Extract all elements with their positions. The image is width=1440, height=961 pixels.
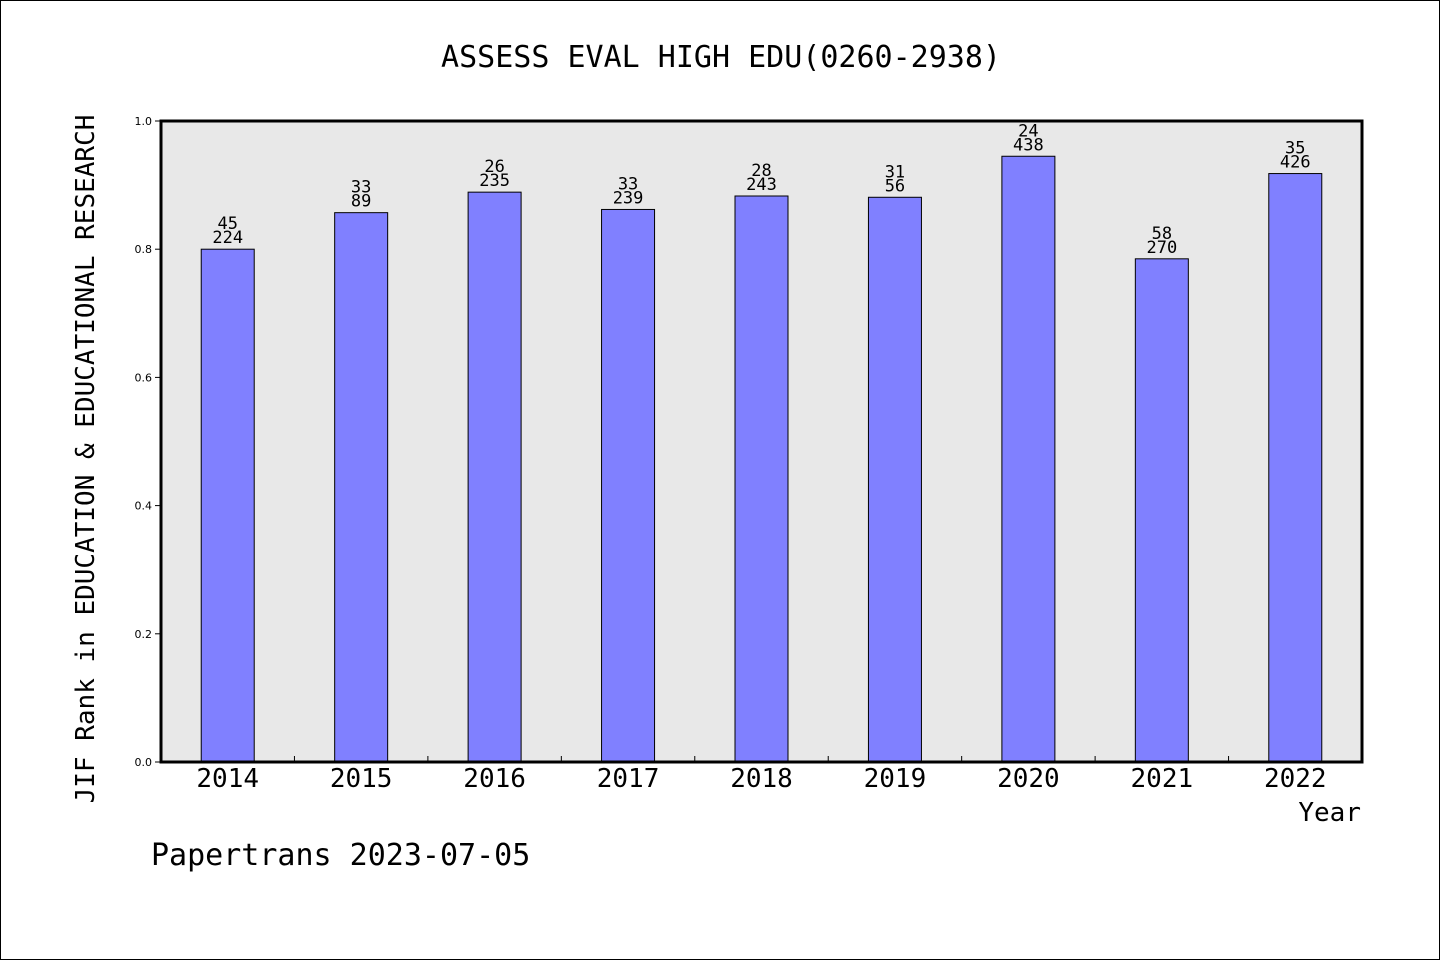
bar-2017 <box>601 208 656 763</box>
bar-2022 <box>1268 173 1323 763</box>
bar-label-bottom: 235 <box>479 171 510 191</box>
x-axis: 2014 2015 2016 2017 2018 2019 2020 2021 2022 <box>196 756 1327 794</box>
x-tick-label: 2016 <box>463 764 526 794</box>
bar-2020 <box>1001 155 1056 763</box>
bar-label-top: 45 <box>217 214 237 234</box>
y-tick-label: 0.8 <box>135 243 153 256</box>
bar-label-top: 35 <box>1285 139 1305 159</box>
bar-2015 <box>334 212 389 763</box>
x-tick-label: 2019 <box>864 764 927 794</box>
y-axis: 0.0 0.2 0.4 0.6 0.8 1.0 <box>135 115 161 769</box>
bar-label-bottom: 56 <box>885 176 905 196</box>
bar-label-bottom: 89 <box>351 192 371 212</box>
bar-label-top: 26 <box>484 157 504 177</box>
plot-border <box>159 119 1364 764</box>
bar-label-bottom: 426 <box>1280 153 1311 173</box>
chart-title: ASSESS EVAL HIGH EDU(0260-2938) <box>441 40 1001 75</box>
footer-credit: Papertrans 2023-07-05 <box>151 838 530 873</box>
bar-2019 <box>867 196 922 763</box>
bar-2014 <box>200 248 255 763</box>
bar-label-top: 31 <box>885 162 905 182</box>
x-axis-label: Year <box>1298 798 1361 828</box>
bar-2018 <box>734 195 789 763</box>
x-tick-label: 2017 <box>597 764 660 794</box>
bar-label-top: 33 <box>618 174 638 194</box>
bar-label-top: 28 <box>751 161 771 181</box>
bar-label-bottom: 438 <box>1013 135 1044 155</box>
y-axis-label: JIF Rank in EDUCATION & EDUCATIONAL RESE… <box>71 115 101 804</box>
bar-label-bottom: 270 <box>1146 238 1177 258</box>
bar-label-bottom: 239 <box>613 188 644 208</box>
bar-2016 <box>467 191 522 763</box>
bar-label-top: 33 <box>351 178 371 198</box>
y-tick-label: 0.6 <box>135 371 153 384</box>
bar-label-bottom: 224 <box>212 228 243 248</box>
x-tick-label: 2022 <box>1264 764 1327 794</box>
y-tick-label: 0.4 <box>135 500 153 513</box>
y-tick-label: 1.0 <box>135 115 153 128</box>
x-tick-label: 2014 <box>196 764 259 794</box>
bar-label-bottom: 243 <box>746 175 777 195</box>
y-tick-label: 0.2 <box>135 628 153 641</box>
bar-label-top: 24 <box>1018 121 1038 141</box>
x-tick-label: 2018 <box>730 764 793 794</box>
x-tick-label: 2020 <box>997 764 1060 794</box>
y-tick-label: 0.0 <box>135 756 153 769</box>
bar-2021 <box>1134 258 1189 763</box>
bar-label-top: 58 <box>1152 224 1172 244</box>
x-tick-label: 2021 <box>1131 764 1194 794</box>
x-tick-label: 2015 <box>330 764 393 794</box>
